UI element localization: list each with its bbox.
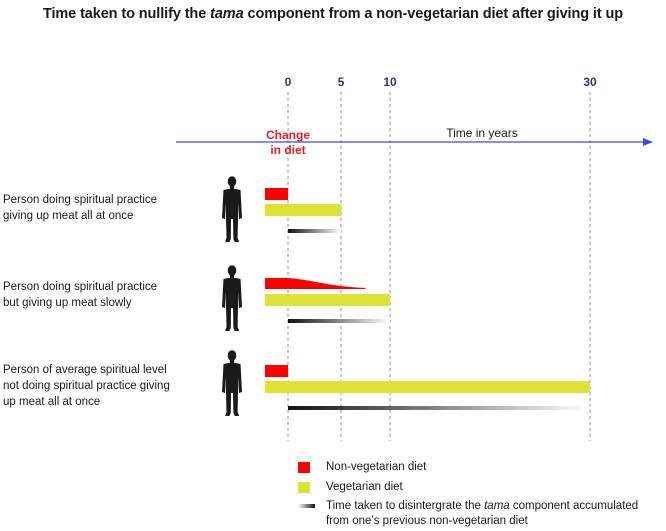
tick-label-30: 30 (583, 75, 597, 89)
non-veg-bar-3 (265, 365, 288, 377)
person-left-leg (225, 392, 231, 416)
person-head (227, 265, 237, 276)
diet-bars (265, 188, 590, 410)
year-tick-labels: 0 5 10 30 (285, 75, 597, 89)
tama-decay-bar-3 (288, 406, 590, 410)
tick-label-5: 5 (338, 75, 345, 89)
change-in-diet-line1: Change (266, 128, 310, 142)
person-left-leg (225, 218, 231, 242)
legend-swatch-non-veg (298, 462, 310, 473)
legend-label-tama: Time taken to disintergrate the tama com… (326, 500, 639, 527)
person-icon-1 (222, 176, 242, 242)
tick-label-10: 10 (383, 75, 397, 89)
row-label-2: Person doing spiritual practice but givin… (3, 281, 158, 309)
legend-swatch-tama (298, 504, 315, 508)
veg-bar-2 (265, 294, 390, 306)
tick-label-0: 0 (285, 75, 292, 89)
change-in-diet-line2: in diet (270, 143, 305, 157)
person-left-leg (225, 307, 231, 331)
person-right-leg (233, 392, 240, 416)
legend-label-non-veg: Non-vegetarian diet (326, 461, 427, 473)
legend-swatch-veg (298, 482, 310, 493)
person-torso (222, 188, 242, 219)
tama-decay-bar-2 (288, 319, 390, 323)
person-icon-3 (222, 350, 242, 416)
veg-bar-3 (265, 381, 590, 393)
tama-decay-bar-1 (288, 229, 341, 233)
person-neck (229, 360, 235, 364)
non-veg-bar-1 (265, 188, 288, 200)
row-label-1: Person doing spiritual practice giving up… (3, 194, 158, 222)
person-neck (229, 275, 235, 279)
time-axis-label: Time in years (446, 126, 518, 140)
person-torso (222, 277, 242, 308)
page-title: Time taken to nullify the tama component… (42, 6, 624, 22)
veg-bar-1 (265, 204, 341, 216)
person-head (227, 350, 237, 361)
person-head (227, 176, 237, 187)
person-torso (222, 362, 242, 393)
row-label-3: Person of average spiritual level not doi… (3, 364, 170, 408)
non-veg-bar-2 (265, 278, 366, 289)
person-figures (222, 176, 242, 416)
person-neck (229, 186, 235, 190)
person-right-leg (233, 218, 240, 242)
person-icon-2 (222, 265, 242, 331)
person-right-leg (233, 307, 240, 331)
legend-label-veg: Vegetarian diet (326, 481, 403, 493)
